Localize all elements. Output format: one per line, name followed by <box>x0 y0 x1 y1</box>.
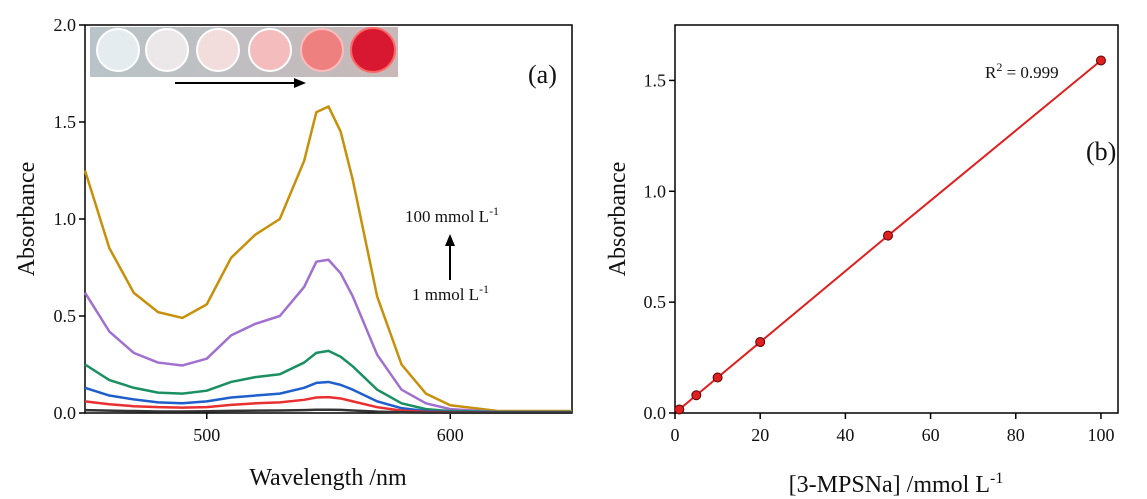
y-tick-label: 1.5 <box>54 112 77 132</box>
data-point <box>882 230 893 241</box>
annotation-sup: -1 <box>489 204 499 218</box>
y-tick-label: 0.0 <box>644 403 667 423</box>
y-tick-label: 1.0 <box>54 209 77 229</box>
x-axis-title: Wavelength /nm <box>249 465 407 491</box>
y-axis-title: Absorbance <box>14 162 40 277</box>
panel-label: (b) <box>1086 137 1116 166</box>
y-tick-label: 1.0 <box>644 181 667 201</box>
y-tick-label: 0.0 <box>54 403 77 423</box>
x-tick-label: 100 <box>1087 425 1114 445</box>
x-tick-label: 80 <box>1007 425 1025 445</box>
x-tick-label: 20 <box>751 425 769 445</box>
vial-photo <box>90 27 398 77</box>
panel-label: (a) <box>528 60 557 89</box>
spectrum-line <box>84 349 572 414</box>
x-axis-title-sup: -1 <box>990 470 1003 487</box>
y-tick-label: 2.0 <box>54 15 77 35</box>
arrow-head <box>445 234 455 246</box>
annotation-sup: 2 <box>996 60 1002 74</box>
x-tick-label: 0 <box>671 425 680 445</box>
x-tick-label: 500 <box>193 425 220 445</box>
x-axis-title: [3-MPSNa] /mmol L-1 <box>789 470 1004 498</box>
y-tick-label: 0.5 <box>54 306 77 326</box>
data-point <box>691 390 702 401</box>
data-point <box>1095 55 1106 66</box>
annotation-text: R <box>985 63 997 82</box>
annotation-rest: = 0.999 <box>1002 63 1058 82</box>
y-tick-label: 1.5 <box>644 70 667 90</box>
y-tick-label: 0.5 <box>644 292 667 312</box>
x-tick-label: 60 <box>922 425 940 445</box>
x-tick-label: 40 <box>836 425 854 445</box>
plot-frame <box>84 24 573 414</box>
x-tick-label: 600 <box>437 425 464 445</box>
arrow-head <box>294 78 306 88</box>
x-axis-title-text: [3-MPSNa] /mmol L <box>789 472 990 498</box>
annotation-text: 1 mmol L <box>412 285 479 304</box>
y-axis-title: Absorbance <box>605 162 631 277</box>
plot-frame <box>674 24 1119 414</box>
annotation: R2 = 0.999 <box>985 60 1059 82</box>
spectrum-line <box>84 408 572 415</box>
annotation: 100 mmol L-1 <box>405 204 499 226</box>
data-point <box>712 372 723 383</box>
data-point <box>674 404 685 415</box>
annotation-sup: -1 <box>479 282 489 296</box>
data-point <box>755 337 766 348</box>
annotation-text: 100 mmol L <box>405 207 489 226</box>
spectrum-line <box>83 258 572 414</box>
annotation: 1 mmol L-1 <box>412 282 489 304</box>
spectrum-line <box>83 105 572 413</box>
